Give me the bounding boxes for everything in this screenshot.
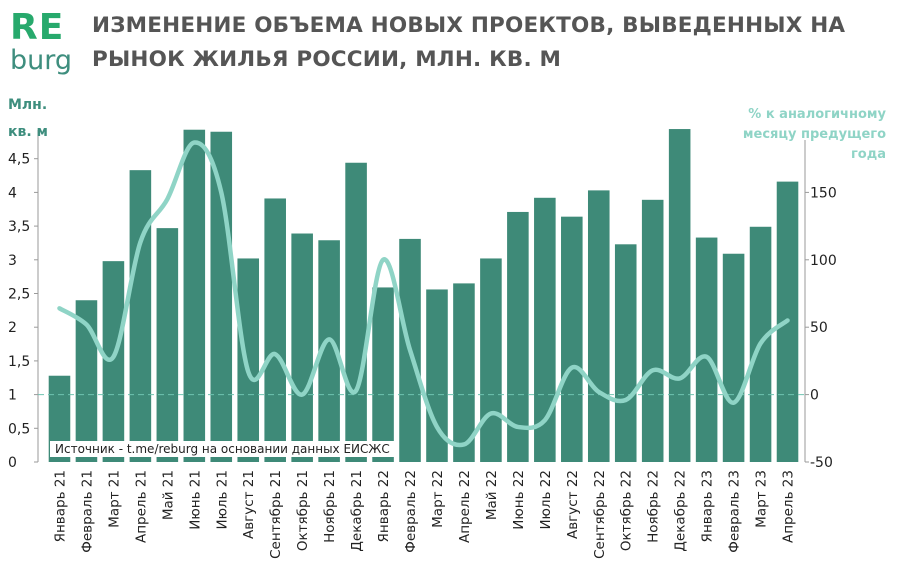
bar [668, 129, 691, 462]
chart-title: ИЗМЕНЕНИЕ ОБЪЕМА НОВЫХ ПРОЕКТОВ, ВЫВЕДЕН… [92, 13, 846, 72]
bar [587, 190, 610, 463]
y-right-axis-title-line: % к аналогичному [748, 107, 886, 122]
y-left-tick-label: 4 [8, 185, 17, 201]
y-right-tick-label: 0 [810, 388, 819, 404]
bar [156, 228, 179, 462]
bar [614, 244, 637, 462]
logo-text-burg: burg [10, 45, 73, 76]
x-tick-label: Август 21 [241, 470, 257, 539]
x-tick-label: Декабрь 21 [349, 470, 365, 552]
x-tick-label: Июль 21 [214, 470, 230, 530]
y-right-axis-title-line: месяцу предущего [743, 127, 886, 142]
bar [453, 283, 475, 462]
y-left-tick-label: 2,5 [8, 287, 30, 303]
x-tick-label: Июнь 22 [511, 470, 527, 530]
bar [507, 211, 529, 462]
y-right-tick-label: 100 [810, 253, 837, 269]
bar [641, 199, 664, 462]
x-tick-label: Февраль 23 [727, 470, 743, 553]
y-left-tick-label: 3 [8, 253, 17, 269]
x-tick-label: Июнь 21 [187, 470, 203, 530]
x-tick-label: Март 22 [430, 470, 446, 528]
x-tick-label: Май 21 [160, 470, 176, 520]
y-left-tick-label: 1,5 [8, 354, 30, 370]
y-right-tick-label: 150 [810, 185, 837, 201]
x-tick-label: Январь 22 [376, 470, 392, 542]
y-left-tick-label: 0,5 [8, 421, 30, 437]
y-right-tick-label: -50 [810, 455, 833, 471]
bar [264, 198, 286, 462]
x-tick-label: Январь 21 [52, 470, 68, 542]
bar [695, 237, 718, 462]
bar [561, 216, 583, 462]
x-tick-label: Май 22 [484, 470, 500, 520]
y-left-tick-label: 0 [8, 455, 17, 471]
y-left-tick-label: 1 [8, 388, 17, 404]
reburg-logo: RE burg [8, 8, 78, 78]
x-tick-label: Октябрь 21 [295, 470, 311, 551]
x-tick-label: Январь 23 [700, 470, 716, 542]
y-left-tick-label: 2 [8, 320, 17, 336]
bar [722, 253, 745, 462]
bar [480, 258, 502, 462]
y-left-axis-title-line-1: Млн. [8, 97, 47, 113]
bar [318, 240, 340, 462]
x-tick-label: Декабрь 22 [673, 470, 689, 552]
x-tick-label: Июль 22 [538, 470, 554, 530]
y-left-tick-label: 3,5 [8, 219, 30, 235]
bar [237, 258, 260, 462]
yoy-percent-line [57, 140, 790, 448]
x-tick-label: Февраль 21 [79, 470, 95, 553]
source-note: Источник - t.me/reburg на основании данн… [50, 441, 395, 457]
x-tick-label: Август 22 [565, 470, 581, 539]
y-right-axis-title-line: года [851, 147, 886, 162]
y-left-axis-title-line-2: кв. м [8, 124, 48, 140]
x-tick-label: Февраль 22 [403, 470, 419, 553]
x-tick-label: Сентябрь 22 [592, 470, 608, 559]
bar [372, 287, 394, 462]
bar [534, 197, 556, 463]
x-tick-label: Апрель 22 [457, 470, 473, 543]
bar [291, 233, 313, 462]
x-tick-label: Ноябрь 21 [322, 470, 338, 543]
x-tick-label: Октябрь 22 [619, 470, 635, 551]
x-tick-label: Март 23 [754, 470, 770, 528]
x-tick-label: Апрель 23 [781, 470, 797, 543]
logo-text-re: RE [10, 7, 65, 48]
bar [129, 170, 152, 462]
bar [48, 375, 71, 462]
bar [75, 300, 98, 462]
x-tick-label: Ноябрь 22 [646, 470, 662, 543]
y-right-tick-label: 50 [810, 320, 828, 336]
bar [345, 162, 367, 462]
bar [210, 131, 233, 463]
x-tick-label: Апрель 21 [133, 470, 149, 543]
bar [183, 129, 206, 462]
x-tick-label: Март 21 [106, 470, 122, 528]
y-left-tick-label: 4,5 [8, 152, 30, 168]
bar [102, 261, 125, 462]
x-tick-label: Сентябрь 21 [268, 470, 284, 559]
